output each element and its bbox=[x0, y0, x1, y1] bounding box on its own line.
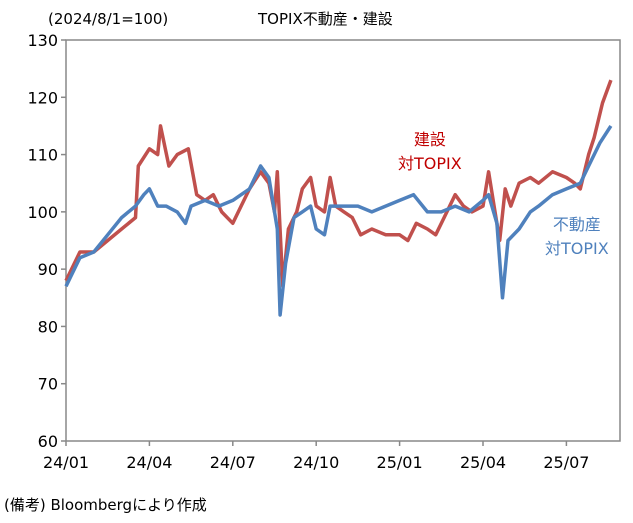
plot-frame bbox=[65, 39, 621, 442]
y-tick-label: 120 bbox=[27, 88, 58, 107]
chart-title: TOPIX不動産・建設 bbox=[258, 10, 393, 28]
y-tick-label: 130 bbox=[27, 31, 58, 50]
y-tick-label: 80 bbox=[38, 317, 58, 336]
series-label-realestate: 不動産 対TOPIX bbox=[545, 215, 609, 258]
y-tick-label: 100 bbox=[27, 203, 58, 222]
y-tick-label: 110 bbox=[27, 146, 58, 165]
x-tick-label: 24/07 bbox=[210, 453, 256, 472]
x-tick-label: 24/01 bbox=[43, 453, 89, 472]
y-unit-label: (2024/8/1=100) bbox=[48, 10, 169, 28]
y-tick-label: 90 bbox=[38, 260, 58, 279]
x-tick-label: 24/10 bbox=[293, 453, 339, 472]
construction-line bbox=[64, 79, 613, 289]
realestate-line bbox=[64, 124, 613, 317]
series-label-construction: 建設 対TOPIX bbox=[398, 130, 462, 173]
x-tick-label: 24/04 bbox=[126, 453, 172, 472]
x-tick-label: 25/01 bbox=[377, 453, 423, 472]
y-tick-label: 70 bbox=[38, 375, 58, 394]
x-tick-label: 25/07 bbox=[543, 453, 589, 472]
footer-note: (備考) Bloombergにより作成 bbox=[4, 496, 207, 514]
x-tick-label: 25/04 bbox=[460, 453, 506, 472]
y-tick-label: 60 bbox=[38, 432, 58, 451]
